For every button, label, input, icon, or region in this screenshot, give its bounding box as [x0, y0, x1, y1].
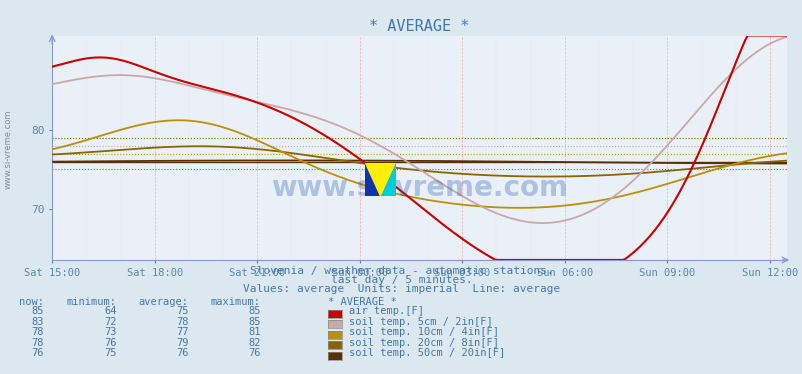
Polygon shape — [365, 163, 395, 196]
Text: 79: 79 — [176, 338, 188, 347]
Text: 64: 64 — [103, 306, 116, 316]
Text: * AVERAGE *: * AVERAGE * — [327, 297, 396, 307]
Polygon shape — [365, 163, 395, 196]
Text: maximum:: maximum: — [211, 297, 261, 307]
Text: soil temp. 5cm / 2in[F]: soil temp. 5cm / 2in[F] — [348, 317, 492, 327]
Text: 82: 82 — [248, 338, 261, 347]
Text: now:: now: — [19, 297, 44, 307]
Text: 76: 76 — [103, 338, 116, 347]
Title: * AVERAGE *: * AVERAGE * — [369, 19, 469, 34]
Text: 75: 75 — [103, 348, 116, 358]
Text: 75: 75 — [176, 306, 188, 316]
Text: 76: 76 — [248, 348, 261, 358]
Text: 73: 73 — [103, 327, 116, 337]
Text: www.si-vreme.com: www.si-vreme.com — [3, 110, 13, 189]
Text: soil temp. 20cm / 8in[F]: soil temp. 20cm / 8in[F] — [348, 338, 498, 347]
Polygon shape — [380, 163, 395, 196]
Text: average:: average: — [139, 297, 188, 307]
Text: 72: 72 — [103, 317, 116, 327]
Text: 78: 78 — [31, 327, 44, 337]
Text: 85: 85 — [248, 317, 261, 327]
Text: minimum:: minimum: — [67, 297, 116, 307]
Text: 77: 77 — [176, 327, 188, 337]
Text: air temp.[F]: air temp.[F] — [348, 306, 423, 316]
Text: Slovenia / weather data - automatic stations.: Slovenia / weather data - automatic stat… — [249, 266, 553, 276]
Text: 78: 78 — [31, 338, 44, 347]
Text: last day / 5 minutes.: last day / 5 minutes. — [330, 275, 472, 285]
Text: 78: 78 — [176, 317, 188, 327]
Text: 85: 85 — [31, 306, 44, 316]
Text: soil temp. 10cm / 4in[F]: soil temp. 10cm / 4in[F] — [348, 327, 498, 337]
Text: 76: 76 — [176, 348, 188, 358]
Text: 76: 76 — [31, 348, 44, 358]
Text: 83: 83 — [31, 317, 44, 327]
Text: Values: average  Units: imperial  Line: average: Values: average Units: imperial Line: av… — [242, 285, 560, 294]
Text: soil temp. 50cm / 20in[F]: soil temp. 50cm / 20in[F] — [348, 348, 504, 358]
Text: 81: 81 — [248, 327, 261, 337]
Text: www.si-vreme.com: www.si-vreme.com — [271, 174, 567, 202]
Text: 85: 85 — [248, 306, 261, 316]
